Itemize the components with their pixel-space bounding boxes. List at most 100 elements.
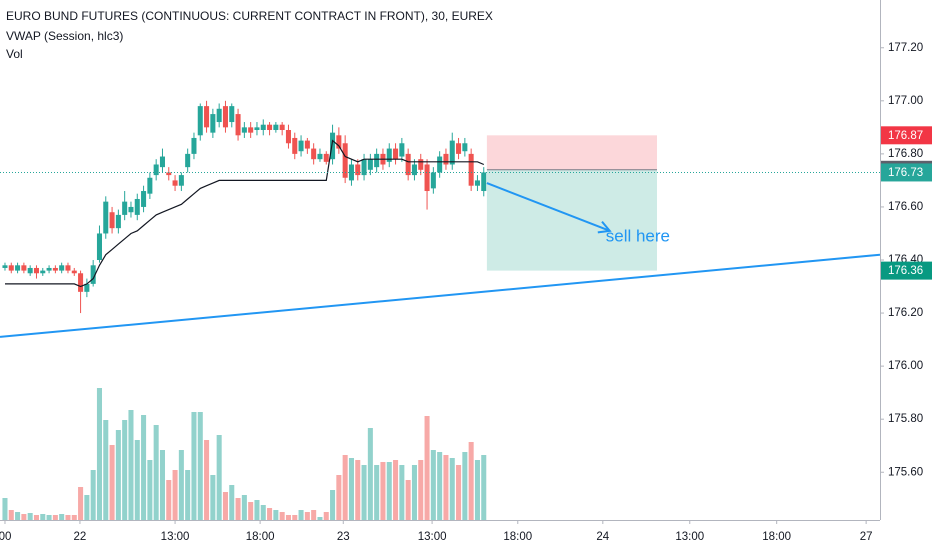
volume-bar [15, 512, 21, 520]
volume-bar [254, 500, 260, 520]
y-tick-label: 177.20 [888, 42, 923, 54]
chart-title: EURO BUND FUTURES (CONTINUOUS: CURRENT C… [6, 9, 493, 23]
volume-bar [399, 465, 405, 520]
volume-bar [128, 410, 134, 520]
volume-bar [456, 465, 462, 520]
volume-bar [317, 517, 323, 520]
annotation-text: sell here [606, 226, 670, 245]
volume-bar [393, 460, 399, 520]
volume-bar [235, 498, 241, 520]
y-tick-label: 176.80 [888, 148, 923, 160]
price-badge [881, 126, 932, 145]
volume-bar [311, 510, 317, 520]
volume-bar [342, 455, 348, 520]
volume-bar [185, 470, 191, 520]
volume-bar [166, 480, 172, 520]
candle-body [260, 124, 266, 130]
candle-body [311, 148, 317, 160]
volume-bar [71, 515, 77, 520]
volume-bar [78, 487, 84, 520]
candle-body [456, 143, 462, 154]
volume-bar [241, 495, 247, 520]
price-badge-label: 176.87 [888, 130, 923, 142]
candle-body [229, 106, 235, 123]
candle-body [336, 135, 342, 149]
volume-bar [46, 515, 52, 520]
candle-body [52, 267, 58, 271]
volume-bar [40, 514, 46, 520]
candle-body [342, 143, 348, 178]
volume-bar [84, 495, 90, 520]
volume-bar [380, 462, 386, 520]
candle-body [285, 130, 291, 144]
plot-area [0, 100, 880, 520]
price-badge-label: 176.73 [888, 167, 923, 179]
volume-bar [437, 452, 443, 520]
candle-body [46, 267, 52, 271]
arrow-head [597, 220, 612, 234]
candle-body [474, 180, 480, 186]
candle-body [462, 143, 468, 152]
candle-body [40, 270, 46, 274]
volume-bar [191, 412, 197, 520]
annotation-arrow [486, 182, 611, 232]
candle-body [267, 124, 273, 130]
volume-bar [292, 515, 298, 520]
candle-body [279, 124, 285, 130]
candle-body [159, 156, 165, 168]
x-tick-label: 18:00 [246, 531, 275, 543]
volume-bar [273, 510, 279, 520]
volume-bar [418, 460, 424, 520]
volume-bar [374, 465, 380, 520]
volume-bar [33, 515, 39, 520]
volume-bar [248, 502, 254, 520]
y-tick-label: 176.60 [888, 201, 923, 213]
volume-bar [367, 428, 373, 520]
candle-body [204, 106, 210, 128]
candle-body [481, 172, 487, 192]
candle-body [292, 137, 298, 154]
candle-body [134, 198, 140, 215]
y-tick-label: 176.00 [888, 360, 923, 372]
volume-bar [109, 445, 115, 520]
price-badge [881, 261, 932, 280]
volume-bar [115, 430, 121, 520]
candle-body [430, 172, 436, 189]
candle-body [185, 153, 191, 168]
volume-bar [216, 435, 222, 520]
volume-bar [260, 505, 266, 520]
x-tick-label: 24 [596, 531, 609, 543]
candle-body [178, 175, 184, 186]
volume-bar [336, 475, 342, 520]
candle-body [191, 137, 197, 154]
volume-bar [348, 458, 354, 520]
y-tick-label: 176.20 [888, 307, 923, 319]
indicator-label: Vol [6, 47, 23, 61]
x-tick-label: 13:00 [161, 531, 190, 543]
candle-body [109, 212, 115, 229]
candle-body [241, 127, 247, 133]
volume-bar [449, 458, 455, 520]
volume-bar [103, 420, 109, 520]
candle-body [437, 156, 443, 173]
candle-body [96, 233, 102, 260]
volume-bar [323, 512, 329, 520]
x-tick-label: 23 [337, 531, 350, 543]
candle-body [8, 265, 14, 271]
volume-bar [204, 440, 210, 520]
candle-body [399, 143, 405, 157]
candle-body [15, 265, 21, 271]
candle-body [367, 159, 373, 170]
volume-bar [424, 416, 430, 520]
candle-body [71, 270, 77, 274]
candle-body [355, 164, 361, 176]
volume-bar [172, 470, 178, 520]
volume-bar [59, 514, 65, 520]
vwap-line [5, 139, 485, 288]
x-tick-label: 00 [0, 531, 11, 543]
candle-body [449, 140, 455, 165]
volume-bar [279, 512, 285, 520]
candle-body [361, 159, 367, 176]
volume-bar [96, 388, 102, 520]
candle-body [248, 127, 254, 133]
